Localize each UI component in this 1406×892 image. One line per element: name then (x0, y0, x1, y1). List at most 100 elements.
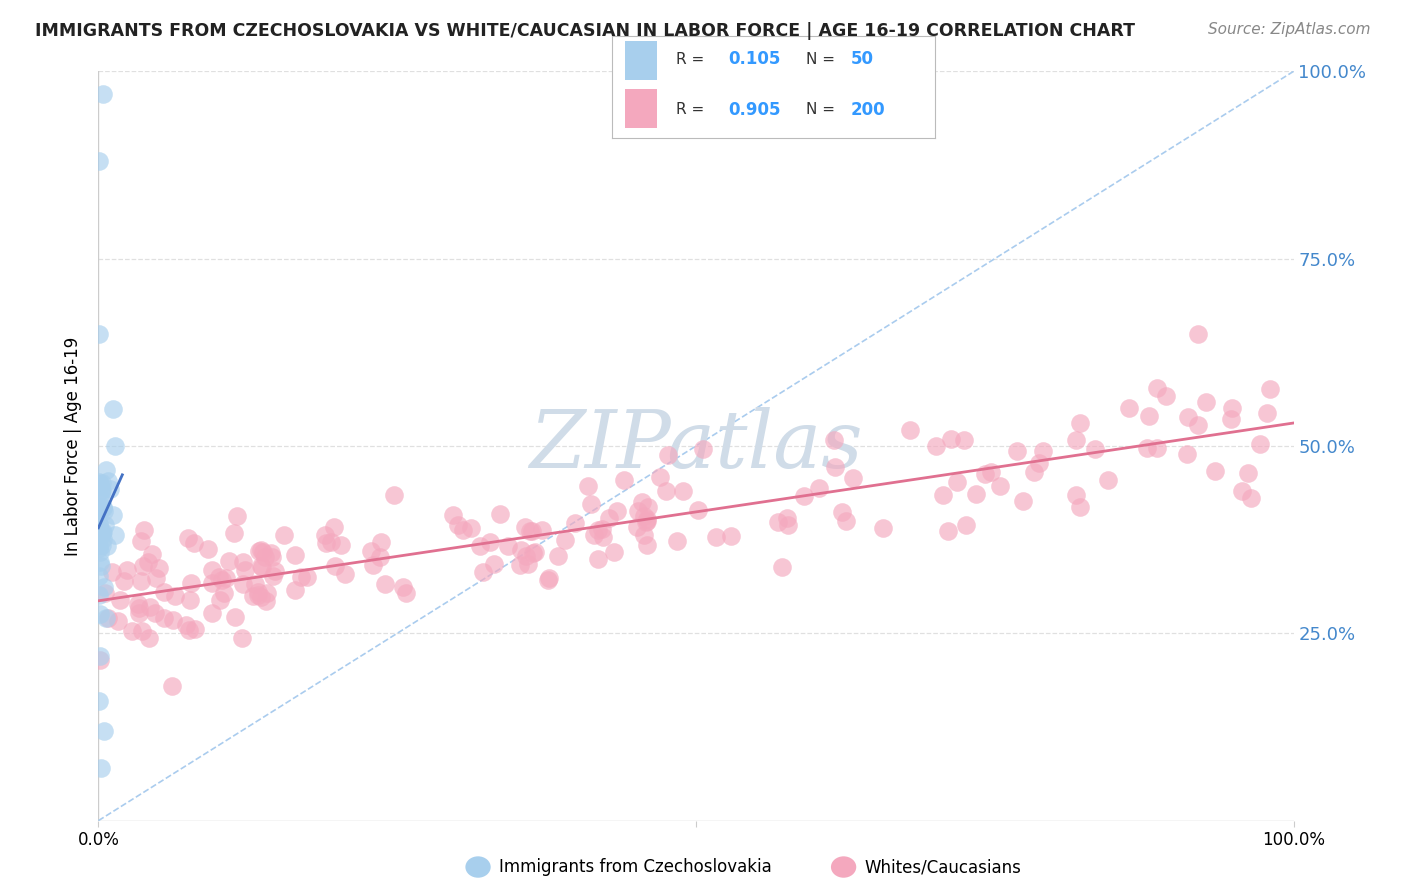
Point (637, 515, 659, 529)
Text: Whites/Caucasians: Whites/Caucasians (865, 858, 1022, 876)
Point (776, 511, 799, 525)
Point (211, 573, 233, 587)
Point (128, 601, 150, 615)
Point (633, 527, 655, 541)
Point (89, 475, 111, 490)
Point (872, 521, 894, 535)
Point (145, 606, 167, 620)
Point (96, 611, 118, 625)
Text: 0.905: 0.905 (728, 101, 780, 119)
Point (554, 533, 576, 548)
Text: R =: R = (676, 102, 710, 117)
Point (1187, 326, 1209, 341)
Bar (624, 41, 657, 79)
Point (89, 541, 111, 555)
Point (94, 586, 117, 600)
Point (145, 571, 167, 585)
Point (591, 522, 613, 536)
Point (1258, 383, 1281, 397)
Point (90, 483, 112, 497)
Point (824, 460, 846, 475)
Point (530, 523, 553, 537)
Point (256, 593, 278, 607)
Point (273, 528, 295, 542)
Point (97, 475, 120, 489)
Point (1028, 456, 1050, 470)
Point (1064, 488, 1087, 502)
Point (1146, 442, 1168, 456)
Point (89, 479, 111, 493)
Point (233, 564, 256, 578)
Text: R =: R = (676, 52, 710, 67)
Point (90, 761, 112, 775)
Point (91, 500, 114, 515)
Point (451, 523, 474, 537)
Point (321, 535, 343, 549)
Point (602, 545, 624, 559)
Point (252, 560, 274, 574)
Point (582, 527, 605, 541)
Point (1083, 442, 1105, 457)
Point (766, 515, 789, 529)
Point (141, 547, 163, 561)
Point (1097, 473, 1119, 487)
Point (128, 607, 150, 621)
Point (395, 585, 418, 599)
Point (627, 504, 650, 518)
Point (323, 558, 346, 573)
Point (598, 511, 620, 525)
Point (89, 607, 111, 622)
Point (91, 525, 114, 540)
Point (254, 550, 277, 565)
Point (153, 585, 176, 599)
Point (637, 500, 659, 514)
Point (131, 574, 153, 589)
Point (91, 87, 114, 101)
Point (252, 545, 274, 559)
Point (478, 535, 501, 549)
Text: Source: ZipAtlas.com: Source: ZipAtlas.com (1208, 22, 1371, 37)
Point (93, 580, 115, 594)
Point (1136, 441, 1159, 455)
Text: ZIPatlas: ZIPatlas (529, 408, 863, 484)
Point (98, 482, 121, 496)
Point (592, 530, 614, 544)
Point (90, 483, 112, 498)
Point (831, 505, 853, 519)
Point (90, 501, 112, 516)
Point (932, 487, 955, 501)
Point (1146, 381, 1168, 395)
Point (139, 599, 162, 614)
Text: 200: 200 (851, 101, 886, 119)
Point (1118, 401, 1140, 415)
Point (89, 516, 111, 531)
Point (91, 526, 114, 541)
Point (131, 624, 153, 639)
Point (91, 525, 114, 540)
Point (841, 471, 863, 485)
Point (770, 559, 793, 574)
Point (1031, 444, 1053, 458)
Point (148, 561, 170, 575)
Point (103, 439, 125, 453)
Point (1187, 418, 1209, 433)
Point (197, 542, 219, 557)
Point (537, 573, 560, 587)
Bar (624, 89, 657, 128)
Point (515, 549, 537, 563)
Point (1222, 401, 1244, 415)
Point (87, 518, 110, 533)
Point (1022, 465, 1045, 479)
Point (672, 483, 695, 498)
Point (1240, 491, 1263, 505)
Point (513, 520, 536, 534)
Point (250, 542, 273, 557)
Point (1137, 409, 1160, 423)
Point (576, 479, 599, 493)
Point (370, 535, 392, 549)
Point (537, 571, 560, 585)
Point (89, 154, 111, 169)
Point (441, 508, 464, 522)
Point (90, 558, 112, 573)
Point (898, 423, 921, 437)
